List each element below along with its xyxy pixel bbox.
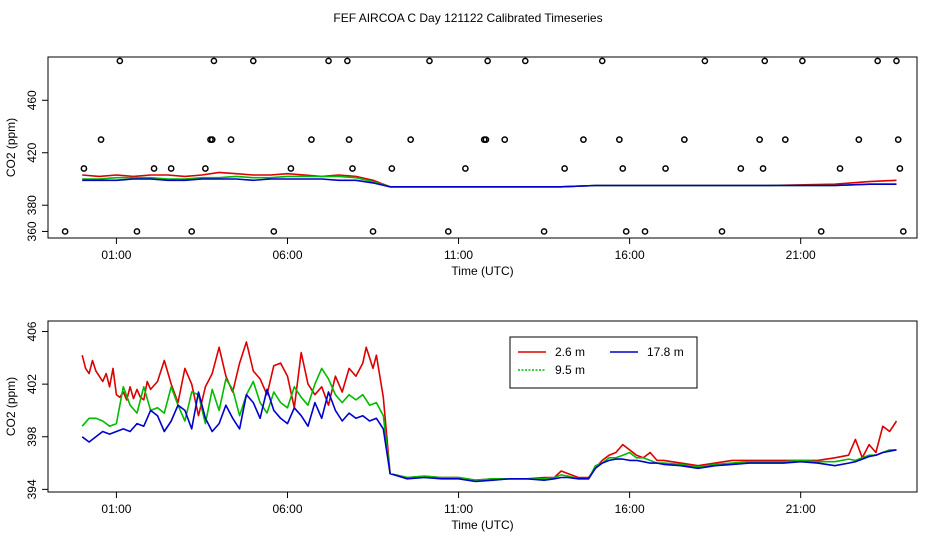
legend-frame — [509, 336, 698, 389]
top-data-point — [817, 228, 825, 235]
bottom-y-axis-label: CO2 (ppm) — [4, 377, 18, 436]
bottom-series-line-26m — [81, 341, 898, 482]
bottom-x-tick-label: 11:00 — [444, 502, 473, 516]
top-x-tick-label: 06:00 — [272, 248, 302, 262]
top-data-point — [598, 57, 606, 65]
bottom-series-line-178m — [81, 388, 897, 483]
top-data-point — [97, 136, 105, 143]
top-data-point — [662, 165, 669, 172]
top-plot-frame — [47, 56, 918, 239]
bottom-y-tick-label: 402 — [25, 374, 39, 394]
bottom-y-tick-label: 394 — [25, 479, 39, 499]
top-data-point — [521, 57, 529, 65]
top-data-point — [369, 228, 377, 235]
top-data-point — [759, 165, 767, 172]
top-data-point — [893, 57, 900, 65]
top-y-tick-label: 360 — [25, 221, 39, 241]
top-data-point — [501, 136, 509, 143]
top-data-point — [718, 228, 726, 235]
top-series-line-178m — [82, 178, 897, 188]
top-data-point — [641, 228, 649, 235]
top-data-point — [80, 165, 88, 172]
top-data-point — [188, 228, 196, 235]
top-y-tick-label: 420 — [25, 142, 39, 162]
top-data-point — [899, 228, 907, 235]
top-data-point — [116, 57, 124, 65]
top-data-point — [344, 57, 351, 65]
top-data-point — [388, 165, 396, 172]
top-panel: 01:00 06:00 11:00 16:00 21:00 360 380 420 460 Tim… — [4, 56, 918, 278]
top-y-axis-label: CO2 (ppm) — [4, 118, 18, 177]
top-data-point — [482, 136, 490, 143]
top-x-tick-label: 16:00 — [615, 248, 645, 262]
bottom-y-tick-label: 398 — [25, 426, 39, 446]
bottom-panel: 01:00 06:00 11:00 16:00 21:00 394 398 402 406 Tim… — [4, 320, 918, 532]
top-data-point — [561, 165, 568, 172]
top-x-tick-label: 11:00 — [444, 248, 473, 262]
top-x-tick-label: 21:00 — [786, 248, 816, 262]
top-data-point — [756, 136, 763, 143]
legend-entry: 17.8 m — [647, 345, 684, 359]
top-data-point — [896, 165, 904, 172]
top-data-point — [208, 136, 216, 143]
figure-title: FEF AIRCOA C Day 121122 Calibrated Times… — [333, 11, 602, 25]
top-data-point — [855, 136, 863, 143]
top-data-point — [484, 57, 491, 65]
top-data-point — [150, 165, 158, 172]
legend-entry: 9.5 m — [555, 363, 585, 377]
top-data-point — [580, 136, 587, 143]
top-data-point — [270, 228, 278, 235]
top-y-tick-label: 380 — [25, 195, 39, 215]
top-data-point — [894, 136, 902, 143]
top-data-point — [345, 136, 353, 143]
legend-entry: 2.6 m — [555, 345, 585, 359]
top-data-point — [426, 57, 433, 65]
top-data-point — [61, 228, 69, 235]
top-x-tick-label: 01:00 — [101, 248, 131, 262]
bottom-x-tick-label: 06:00 — [272, 502, 302, 516]
top-data-point — [325, 57, 332, 65]
top-data-point — [249, 57, 257, 65]
top-data-point — [761, 57, 769, 65]
top-data-point — [287, 165, 295, 172]
top-data-point — [407, 136, 415, 143]
top-x-axis-label: Time (UTC) — [451, 264, 513, 278]
top-data-point — [737, 165, 745, 172]
top-data-point — [781, 136, 789, 143]
top-data-point — [874, 57, 882, 65]
top-data-point — [444, 228, 452, 235]
top-data-point — [133, 228, 141, 235]
bottom-x-tick-label: 16:00 — [615, 502, 645, 516]
bottom-series-line-95m — [81, 367, 897, 482]
bottom-y-tick-label: 406 — [25, 321, 39, 341]
top-data-point — [227, 136, 235, 143]
bottom-plot-frame — [47, 320, 918, 493]
bottom-x-tick-label: 01:00 — [101, 502, 131, 516]
top-data-point — [349, 165, 356, 172]
top-data-point — [210, 57, 218, 65]
top-data-point — [619, 165, 627, 172]
bottom-x-axis-label: Time (UTC) — [451, 518, 513, 532]
top-data-point — [622, 228, 630, 235]
legend: 2.6 m 9.5 m 17.8 m — [509, 336, 698, 389]
top-data-point — [540, 228, 548, 235]
top-data-point — [836, 165, 844, 172]
top-y-tick-label: 460 — [25, 90, 39, 110]
top-data-point — [167, 165, 175, 172]
bottom-x-tick-label: 21:00 — [786, 502, 816, 516]
top-data-point — [308, 136, 315, 143]
top-data-point — [799, 57, 806, 65]
top-data-point — [616, 136, 623, 143]
top-data-point — [701, 57, 709, 65]
top-data-point — [202, 165, 209, 172]
top-data-point — [462, 165, 469, 172]
top-data-point — [681, 136, 688, 143]
